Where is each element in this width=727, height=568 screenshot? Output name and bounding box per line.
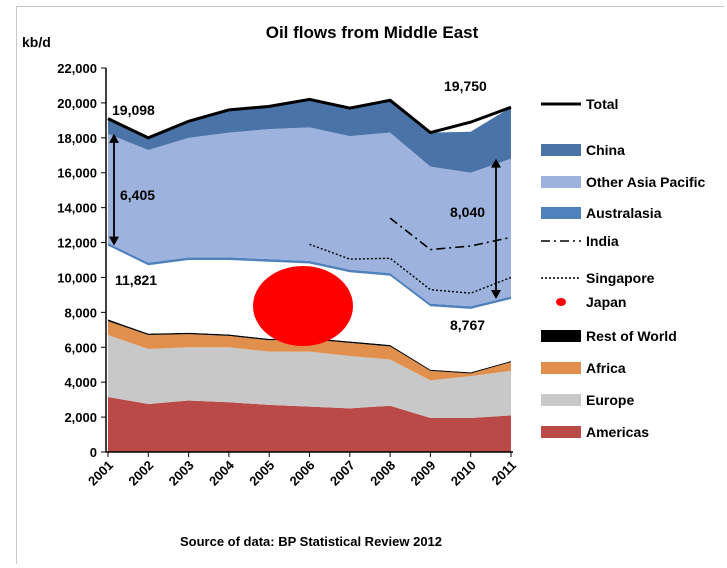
x-tick-label: 2005 [246,458,277,489]
label-asia-base-2001: 11,821 [115,272,157,288]
source-note: Source of data: BP Statistical Review 20… [180,534,442,549]
label-asia-2011: 8,040 [450,204,485,220]
label-asia-base-2011: 8,767 [450,317,485,333]
legend-key-americas [541,426,581,438]
area-other-asia-pacific [108,127,511,307]
india-line [389,217,512,251]
legend-key-japan [556,298,566,306]
x-tick-label: 2007 [327,458,358,489]
legend-label-total: Total [586,96,618,112]
y-tick-label: 0 [90,445,97,460]
legend-label-other-asia-pacific: Other Asia Pacific [586,174,706,190]
arrow-head-down [491,289,501,299]
legend-label-australasia: Australasia [586,205,662,221]
y-tick-label: 16,000 [57,166,97,181]
legend-label-americas: Americas [586,424,649,440]
area-australasia [108,243,511,309]
legend-label-rest-of-world: Rest of World [586,328,677,344]
area-americas [108,397,511,452]
chart-frame [16,6,724,564]
legend-label-africa: Africa [586,360,626,376]
x-tick-label: 2008 [367,458,398,489]
x-tick-label: 2003 [166,458,197,489]
difference-arrows [109,133,501,299]
area-europe [108,335,511,418]
legend-key-africa [541,362,581,374]
total-line [107,97,512,140]
y-tick-label: 4,000 [64,375,97,390]
y-tick-label: 8,000 [64,305,97,320]
overlay-lines [107,97,512,294]
y-tick-label: 14,000 [57,201,97,216]
legend-label-singapore: Singapore [586,270,655,286]
chart-title: Oil flows from Middle East [266,23,479,42]
x-tick-label: 2004 [206,457,238,489]
legend-label-europe: Europe [586,392,634,408]
label-total-2001: 19,098 [112,102,155,118]
legend-key-china [541,144,581,156]
x-tick-label: 2006 [287,458,318,489]
arrow-head-down [109,236,119,246]
legend-key-australasia [541,207,581,219]
legend-key-other-asia-pacific [541,176,581,188]
y-axis-label: kb/d [22,34,51,50]
y-tick-label: 2,000 [64,410,97,425]
singapore-line [309,243,512,294]
label-total-2011: 19,750 [444,78,487,94]
x-tick-label: 2009 [407,458,438,489]
x-tick-label: 2010 [448,458,479,489]
arrow-head-up [491,158,501,168]
x-tick-label: 2011 [489,458,520,489]
y-tick-label: 10,000 [57,270,97,285]
y-tick-label: 20,000 [57,96,97,111]
arrow-head-up [109,133,119,143]
y-tick-label: 6,000 [64,340,97,355]
x-tick-label: 2002 [125,458,156,489]
japan-disc [253,266,353,346]
legend: Total China Other Asia Pacific Australasia I… [541,96,706,440]
legend-key-europe [541,394,581,406]
legend-key-rest-of-world [541,330,581,342]
legend-label-india: India [586,233,619,249]
y-tick-label: 12,000 [57,236,97,251]
y-tick-label: 22,000 [57,61,97,76]
area-africa [108,321,511,381]
y-tick-label: 18,000 [57,131,97,146]
label-asia-2001: 6,405 [120,187,155,203]
x-tick-label: 2001 [85,458,116,489]
legend-label-china: China [586,142,625,158]
legend-label-japan: Japan [586,294,626,310]
